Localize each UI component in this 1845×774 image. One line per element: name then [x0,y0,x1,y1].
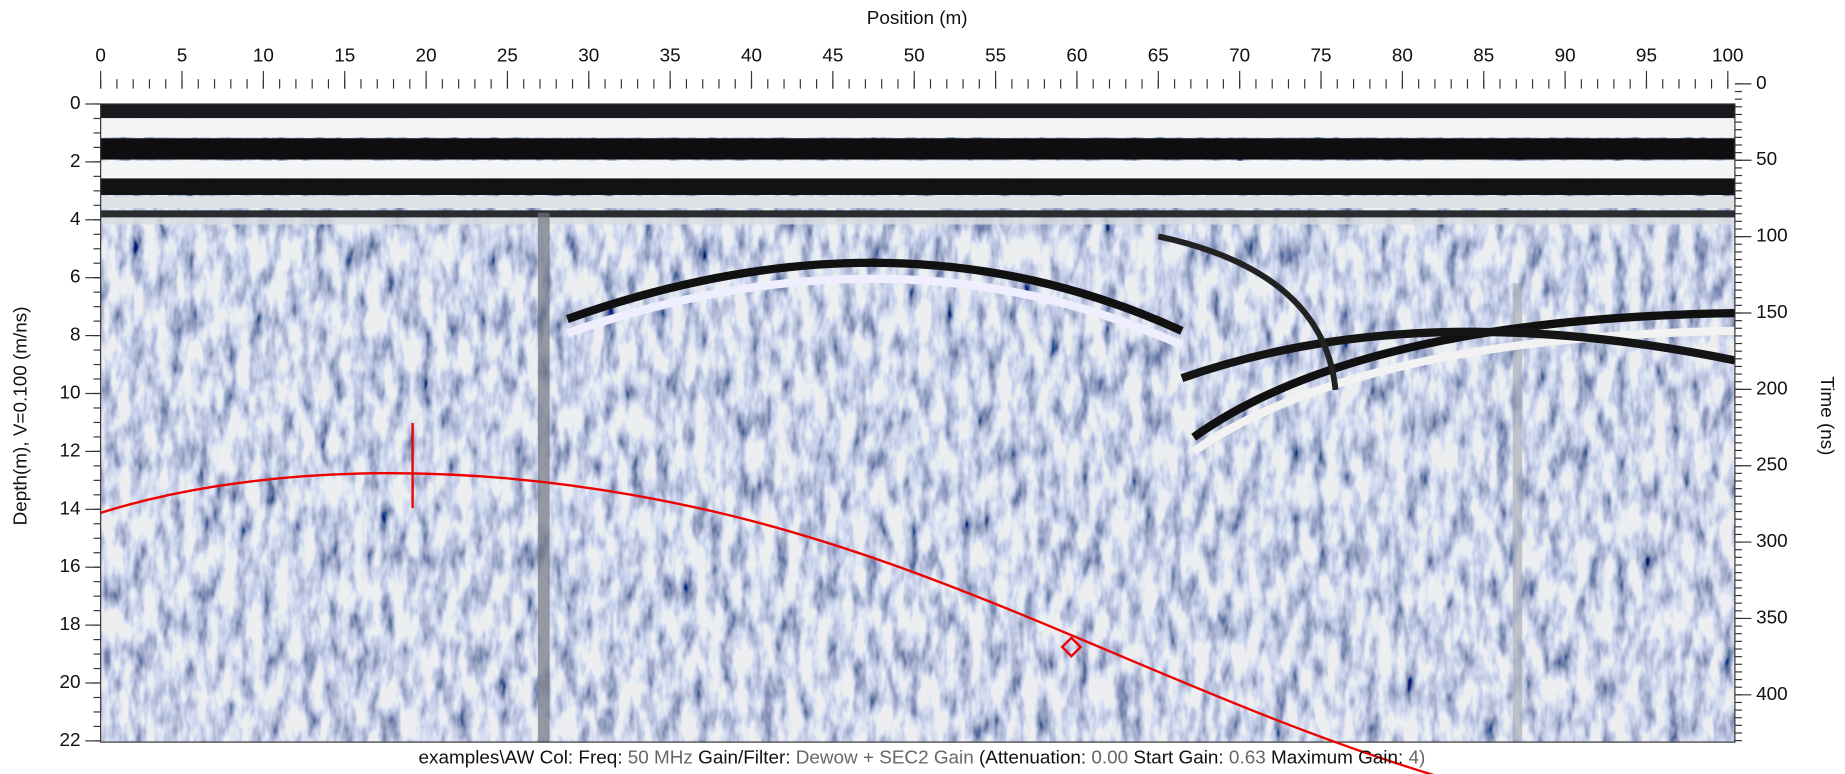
y-tick-label: 2 [70,151,81,172]
y2-tick-label: 50 [1756,149,1777,170]
x-tick-label: 15 [334,46,355,67]
x-tick-label: 100 [1712,46,1744,67]
pick-overlay [100,423,1435,774]
status-max-gain: 4) [1408,748,1425,769]
status-col-label: Col: [540,748,574,769]
x-tick-label: 45 [822,46,843,67]
x-tick-label: 10 [253,46,274,67]
status-attenuation-label: (Attenuation: [979,748,1086,769]
x-tick-label: 5 [177,46,188,67]
x-tick-label: 35 [660,46,681,67]
x-tick-label: 80 [1392,46,1413,67]
status-start-gain-label: Start Gain: [1133,748,1223,769]
y2-axis-title: Time (ns) [1816,376,1837,455]
x-tick-label: 0 [95,46,106,67]
y2-tick-label: 0 [1756,73,1767,94]
y2-tick-label: 300 [1756,531,1788,552]
x-tick-label: 70 [1229,46,1250,67]
x-tick-label: 95 [1636,46,1657,67]
status-attenuation: 0.00 [1091,748,1128,769]
status-freq: 50 MHz [628,748,693,769]
radargram-image [100,103,1735,743]
y2-tick-label: 150 [1756,302,1788,323]
y-tick-label: 22 [60,730,81,751]
x-tick-label: 85 [1473,46,1494,67]
status-line: examples\AW Col: Freq: 50 MHz Gain/Filte… [419,748,1426,769]
y-tick-label: 6 [70,267,81,288]
y2-tick-label: 200 [1756,378,1788,399]
x-tick-label: 55 [985,46,1006,67]
y2-tick-label: 100 [1756,226,1788,247]
y-tick-label: 14 [60,498,81,519]
y-tick-label: 0 [70,93,81,114]
y-tick-label: 10 [60,382,81,403]
x-tick-label: 65 [1148,46,1169,67]
status-start-gain: 0.63 [1229,748,1266,769]
status-max-gain-label: Maximum Gain: [1271,748,1403,769]
x-tick-label: 50 [904,46,925,67]
x-axis-title: Position (m) [867,8,968,29]
status-filter: Dewow + SEC2 Gain [796,748,974,769]
x-tick-label: 75 [1311,46,1332,67]
x-tick-label: 30 [578,46,599,67]
y-tick-label: 12 [60,440,81,461]
y-tick-label: 8 [70,325,81,346]
y-tick-label: 20 [60,672,81,693]
y2-tick-label: 250 [1756,455,1788,476]
status-freq-label: Freq: [578,748,622,769]
y2-tick-label: 400 [1756,684,1788,705]
y-tick-label: 4 [70,209,81,230]
x-tick-label: 60 [1066,46,1087,67]
x-tick-label: 40 [741,46,762,67]
x-tick-label: 90 [1555,46,1576,67]
y-tick-label: 16 [60,556,81,577]
y-axis-title: Depth(m), V=0.100 (m/ns) [10,306,31,525]
y2-tick-label: 350 [1756,607,1788,628]
status-filter-label: Gain/Filter: [698,748,790,769]
x-tick-label: 25 [497,46,518,67]
x-tick-label: 20 [416,46,437,67]
y-tick-label: 18 [60,614,81,635]
status-file: examples\AW [419,748,535,769]
